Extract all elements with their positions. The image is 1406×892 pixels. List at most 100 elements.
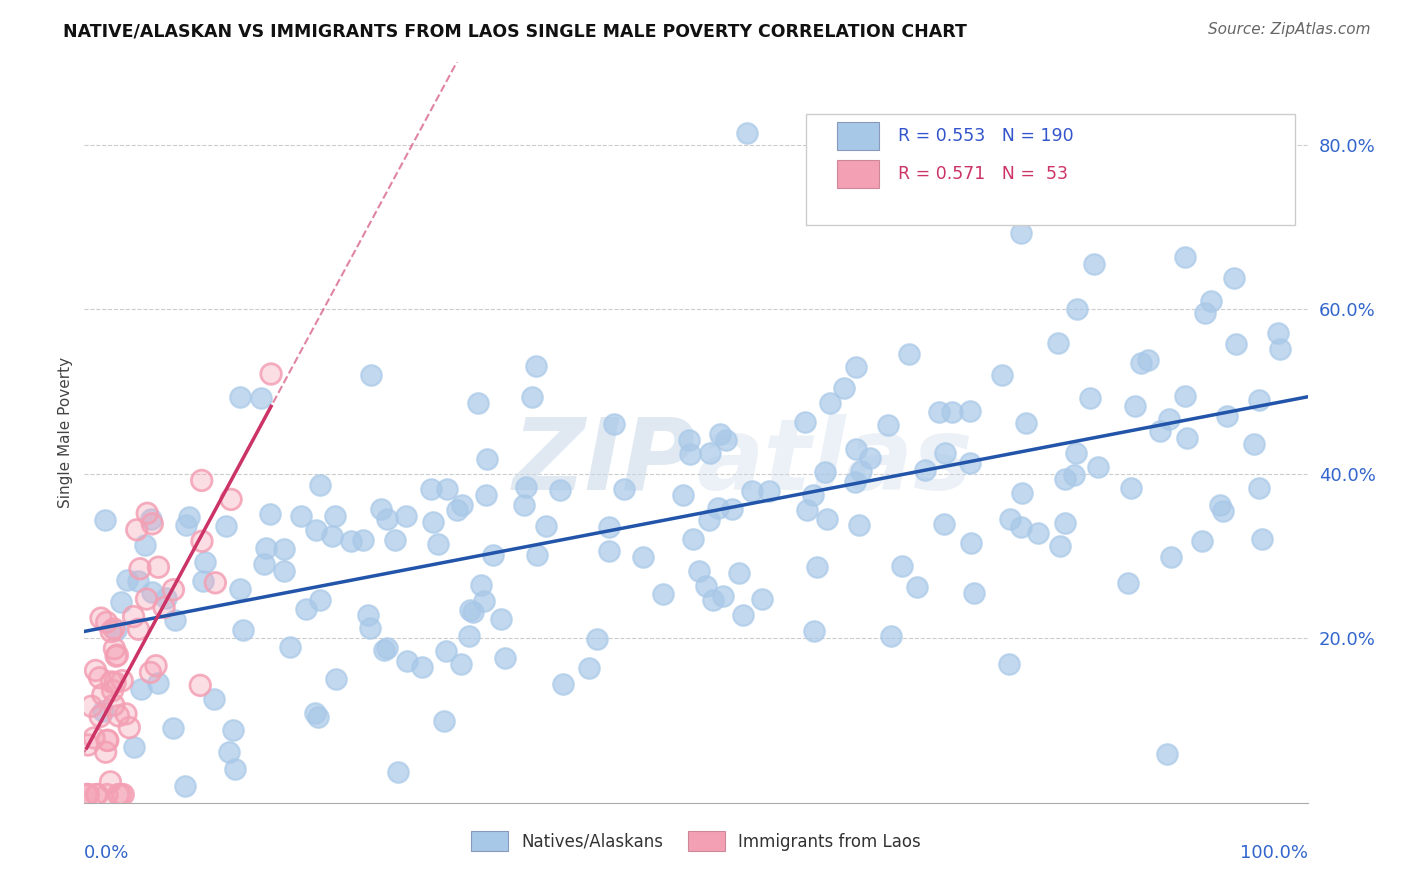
Point (1026, 526, 1049, 541)
Point (434, 644, 457, 658)
Point (1137, 352, 1160, 367)
Point (127, 574, 149, 589)
Point (77, 788, 100, 802)
Point (427, 537, 450, 551)
Point (84, 788, 107, 802)
FancyBboxPatch shape (806, 114, 1295, 226)
Point (1054, 178, 1077, 192)
Point (845, 442, 868, 457)
Point (125, 523, 148, 537)
Point (100, 775, 122, 789)
Point (815, 512, 838, 526)
Point (83, 731, 105, 745)
Point (1010, 227, 1032, 241)
Point (177, 509, 200, 524)
Point (522, 390, 544, 404)
Point (103, 698, 125, 713)
Point (323, 509, 346, 524)
Point (1049, 539, 1071, 553)
Point (352, 533, 374, 548)
Point (229, 390, 252, 404)
Point (96, 615, 118, 630)
Point (194, 555, 217, 569)
Point (384, 533, 406, 547)
Point (458, 629, 481, 643)
Point (1063, 468, 1085, 483)
Point (86, 788, 108, 802)
Point (253, 557, 276, 571)
Point (699, 446, 721, 460)
Point (96, 788, 118, 802)
Point (1223, 271, 1246, 285)
Point (100, 624, 122, 639)
Text: 0.0%: 0.0% (84, 844, 129, 862)
Point (1249, 481, 1271, 495)
Point (845, 359, 868, 374)
Point (112, 788, 135, 802)
Point (91, 688, 114, 702)
Point (436, 482, 458, 496)
Point (91, 704, 114, 718)
Point (94, 745, 117, 759)
Point (139, 665, 162, 680)
Point (122, 740, 145, 755)
Point (741, 484, 763, 499)
Point (859, 451, 882, 466)
Point (76, 788, 98, 802)
Point (218, 745, 240, 759)
Point (110, 788, 132, 802)
Point (105, 648, 128, 662)
Point (84, 664, 107, 678)
Text: ZIP: ZIP (513, 414, 696, 511)
Point (422, 515, 444, 529)
Point (678, 434, 700, 448)
Point (190, 474, 212, 488)
Point (174, 518, 197, 533)
Bar (837, 121, 880, 150)
Point (107, 708, 129, 723)
Point (1054, 516, 1077, 531)
Point (136, 506, 159, 520)
Point (370, 501, 392, 516)
Point (1011, 485, 1033, 500)
Point (991, 368, 1014, 382)
Point (1191, 533, 1213, 548)
Point (806, 560, 828, 574)
Point (548, 483, 571, 497)
Point (107, 788, 129, 802)
Point (1047, 335, 1070, 350)
Point (204, 575, 226, 590)
Point (849, 464, 872, 478)
Point (141, 516, 163, 531)
Point (129, 682, 152, 697)
Point (103, 622, 125, 636)
Point (450, 499, 472, 513)
Point (122, 609, 145, 624)
Point (129, 562, 152, 576)
Point (513, 498, 536, 512)
Point (470, 578, 492, 592)
Point (932, 517, 955, 532)
Point (598, 543, 620, 558)
Point (551, 677, 574, 691)
Point (125, 523, 148, 537)
Point (76, 788, 98, 802)
Point (515, 480, 537, 494)
Point (77, 788, 100, 802)
Point (190, 474, 212, 488)
Point (76, 788, 98, 802)
Text: R = 0.571   N =  53: R = 0.571 N = 53 (898, 165, 1067, 183)
Point (411, 660, 433, 674)
Point (707, 500, 730, 515)
Point (219, 492, 242, 507)
Point (100, 674, 122, 689)
Point (876, 417, 898, 432)
Point (134, 538, 156, 552)
Point (586, 632, 609, 646)
Point (1267, 326, 1289, 341)
Point (526, 548, 548, 562)
Point (97, 733, 120, 747)
Point (325, 672, 347, 686)
Point (880, 629, 903, 643)
Point (751, 592, 773, 607)
